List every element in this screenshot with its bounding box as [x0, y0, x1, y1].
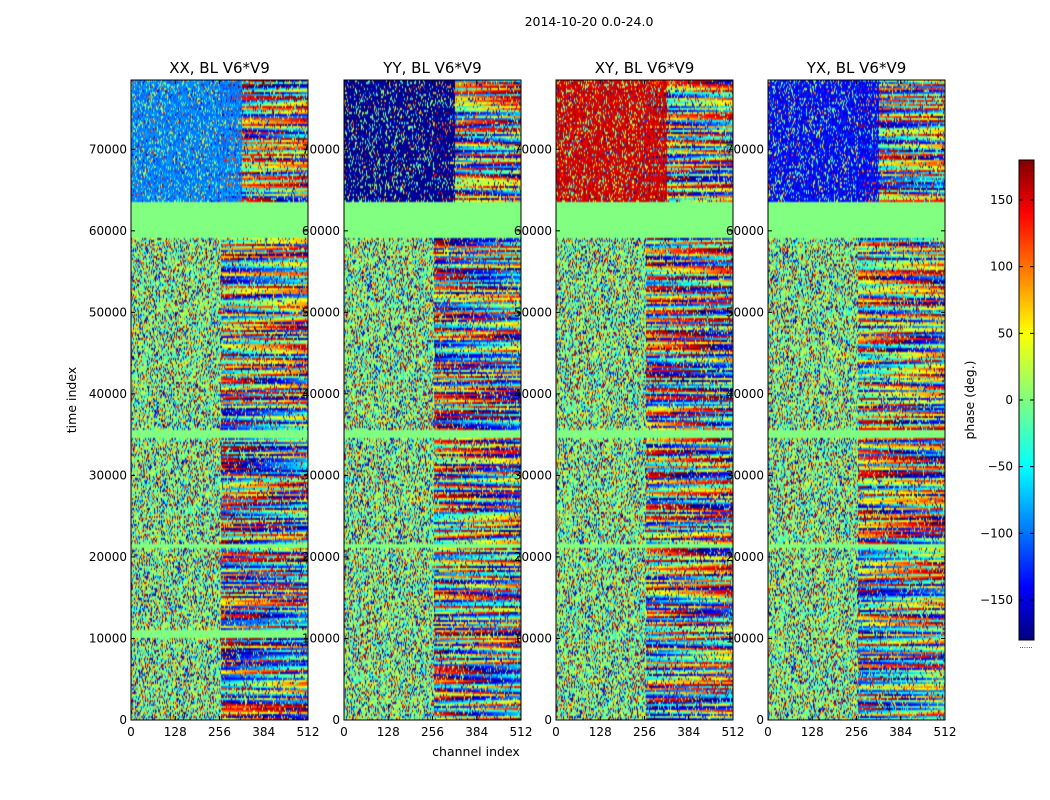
y-tick-label: 0 [119, 713, 127, 727]
x-tick-label: 0 [340, 725, 348, 739]
y-tick-label: 0 [756, 713, 764, 727]
y-tick-label: 30000 [514, 468, 552, 482]
y-tick-label: 60000 [89, 224, 127, 238]
y-tick-label: 10000 [726, 631, 764, 645]
y-tick-label: 20000 [89, 550, 127, 564]
panel-yx: YX, BL V6*V9 0 128 256 384 512 0 10000 20000 3000… [726, 59, 957, 739]
colorbar-tick-label: 150 [990, 193, 1013, 207]
colorbar-label: phase (deg.) [962, 361, 977, 440]
y-tick-label: 60000 [302, 224, 340, 238]
figure-suptitle: 2014-10-20 0.0-24.0 [525, 14, 654, 29]
y-tick-label: 30000 [302, 468, 340, 482]
x-tick-label: 128 [589, 725, 612, 739]
x-tick-label: 384 [889, 725, 912, 739]
colorbar-footnote: ...... [1019, 642, 1032, 650]
x-tick-label: 512 [934, 725, 957, 739]
y-tick-label: 10000 [302, 631, 340, 645]
heatmap-raster-xx [131, 80, 308, 720]
panel-title-yx: YX, BL V6*V9 [806, 59, 907, 77]
colorbar-tick-label: −50 [988, 460, 1013, 474]
heatmap-raster-xy [556, 80, 733, 720]
colorbar-tick-label: −150 [980, 593, 1013, 607]
x-tick-label: 256 [421, 725, 444, 739]
panel-title-xx: XX, BL V6*V9 [169, 59, 270, 77]
y-tick-label: 70000 [89, 142, 127, 156]
y-tick-label: 20000 [514, 550, 552, 564]
y-tick-label: 20000 [726, 550, 764, 564]
x-tick-label: 384 [677, 725, 700, 739]
y-tick-label: 30000 [89, 468, 127, 482]
colorbar-tick-label: −100 [980, 526, 1013, 540]
x-tick-label: 128 [801, 725, 824, 739]
x-tick-label: 512 [510, 725, 533, 739]
y-tick-label: 70000 [302, 142, 340, 156]
y-tick-label: 40000 [89, 387, 127, 401]
x-tick-label: 128 [164, 725, 187, 739]
y-tick-label: 70000 [514, 142, 552, 156]
y-tick-label: 40000 [302, 387, 340, 401]
colorbar-tick-label: 0 [1005, 393, 1013, 407]
x-tick-label: 256 [208, 725, 231, 739]
x-tick-label: 0 [764, 725, 772, 739]
y-tick-label: 30000 [726, 468, 764, 482]
y-tick-label: 60000 [514, 224, 552, 238]
y-tick-label: 50000 [302, 305, 340, 319]
y-tick-label: 40000 [514, 387, 552, 401]
colorbar: −150 −100 −50 0 50 100 150 phase (deg.) ...... [962, 159, 1035, 650]
x-tick-label: 256 [633, 725, 656, 739]
heatmap-raster-yy [344, 80, 521, 720]
heatmap-raster-yx [768, 80, 945, 720]
x-tick-label: 256 [845, 725, 868, 739]
x-tick-label: 512 [297, 725, 320, 739]
x-tick-label: 0 [127, 725, 135, 739]
panel-xx: XX, BL V6*V9 0 128 256 384 512 0 10000 20000 3000… [89, 59, 320, 739]
x-tick-label: 128 [377, 725, 400, 739]
y-tick-label: 60000 [726, 224, 764, 238]
y-tick-label: 20000 [302, 550, 340, 564]
y-tick-label: 50000 [89, 305, 127, 319]
x-tick-label: 384 [252, 725, 275, 739]
colorbar-tick-label: 50 [998, 326, 1013, 340]
x-tick-label: 512 [722, 725, 745, 739]
panel-title-xy: XY, BL V6*V9 [595, 59, 695, 77]
y-tick-label: 10000 [514, 631, 552, 645]
y-tick-label: 40000 [726, 387, 764, 401]
y-tick-label: 50000 [726, 305, 764, 319]
y-tick-label: 0 [332, 713, 340, 727]
colorbar-tick-label: 100 [990, 260, 1013, 274]
panel-title-yy: YY, BL V6*V9 [382, 59, 481, 77]
panel-xy: XY, BL V6*V9 0 128 256 384 512 0 10000 20000 3000… [514, 59, 745, 739]
panel-yy: YY, BL V6*V9 0 128 256 384 512 0 10000 20000 3000… [302, 59, 533, 739]
y-tick-label: 50000 [514, 305, 552, 319]
y-tick-label: 10000 [89, 631, 127, 645]
y-tick-label: 70000 [726, 142, 764, 156]
y-axis-label: time index [64, 367, 79, 433]
y-tick-label: 0 [544, 713, 552, 727]
panel-group: XX, BL V6*V9 0 128 256 384 512 0 10000 20000 3000… [89, 59, 957, 739]
x-tick-label: 0 [552, 725, 560, 739]
x-tick-label: 384 [465, 725, 488, 739]
x-axis-label: channel index [432, 744, 520, 759]
